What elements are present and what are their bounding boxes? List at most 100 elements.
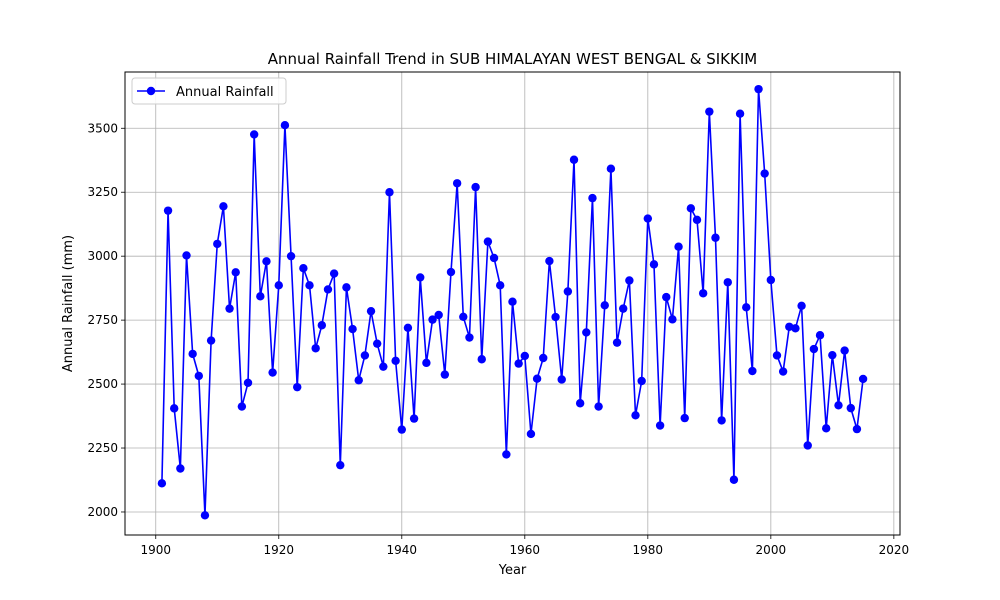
data-point (563, 287, 573, 296)
data-point (231, 268, 240, 277)
data-point (219, 202, 228, 211)
legend-label: Annual Rainfall (176, 85, 274, 100)
data-point (286, 251, 296, 261)
y-tick-label: 2000 (87, 505, 118, 519)
data-point (575, 399, 585, 408)
data-point (803, 441, 812, 450)
data-point (539, 353, 548, 363)
data-point (237, 402, 247, 411)
y-tick-label: 2750 (87, 313, 118, 327)
data-point (723, 278, 732, 287)
x-tick-label: 1960 (510, 543, 541, 557)
data-point (797, 301, 806, 310)
data-point (631, 411, 640, 420)
data-point (698, 289, 708, 298)
data-point (834, 401, 843, 410)
data-point (557, 375, 566, 384)
data-point (514, 359, 523, 368)
data-point (508, 297, 517, 306)
data-point (213, 239, 222, 249)
data-point (249, 130, 259, 139)
x-axis-title: Year (498, 563, 527, 578)
data-point (532, 374, 542, 383)
data-point (446, 267, 456, 277)
data-point (594, 402, 603, 411)
data-point (821, 424, 831, 433)
data-point (815, 331, 825, 340)
data-point (256, 292, 265, 301)
data-point (268, 368, 277, 377)
data-point (428, 315, 437, 324)
data-point (206, 336, 216, 345)
x-tick-label: 1900 (140, 543, 171, 557)
data-point (299, 264, 308, 273)
data-point (459, 312, 468, 321)
data-point (262, 257, 271, 266)
x-tick-label: 2000 (756, 543, 787, 557)
data-point (748, 366, 757, 376)
data-point (840, 346, 849, 355)
y-axis-title: Annual Rainfall (mm) (61, 235, 76, 372)
data-point (846, 403, 855, 413)
data-point (520, 351, 529, 361)
data-point (692, 215, 702, 225)
y-tick-label: 3250 (87, 185, 118, 199)
y-tick-label: 2500 (87, 377, 118, 391)
data-point (440, 370, 450, 379)
data-point (225, 304, 234, 313)
data-point (403, 323, 413, 332)
data-point (625, 276, 634, 285)
data-point (194, 371, 204, 381)
data-point (188, 349, 197, 359)
data-point (852, 424, 862, 434)
data-point (551, 312, 560, 322)
data-point (705, 107, 714, 116)
data-point (372, 339, 382, 348)
data-point (348, 324, 357, 334)
data-point (828, 350, 837, 360)
data-point (489, 253, 499, 263)
data-point (569, 155, 579, 164)
data-point (612, 338, 622, 347)
data-point (858, 374, 868, 384)
plot-frame (124, 71, 901, 536)
data-point (465, 333, 474, 342)
data-point (582, 328, 591, 337)
series-layer (157, 84, 868, 520)
data-point (182, 251, 191, 260)
data-point (243, 378, 253, 387)
data-point (385, 188, 394, 197)
data-point (366, 306, 376, 316)
data-point (170, 404, 179, 413)
x-tick-label: 1940 (387, 543, 418, 557)
legend: Annual Rainfall (131, 77, 287, 105)
data-point (662, 292, 671, 302)
data-point (649, 260, 659, 269)
x-tick-label: 2020 (879, 543, 910, 557)
legend-marker-sample (146, 86, 156, 96)
data-point (434, 310, 443, 320)
y-tick-label: 3500 (87, 121, 118, 135)
data-point (379, 362, 388, 371)
data-point (477, 355, 486, 364)
data-point (754, 84, 763, 94)
data-point (545, 256, 554, 266)
data-point (619, 304, 628, 313)
data-point (668, 315, 677, 324)
data-point (305, 281, 314, 290)
data-point (496, 281, 505, 290)
data-point (323, 285, 333, 294)
data-point (176, 464, 185, 473)
data-point (391, 356, 400, 365)
x-tick-label: 1980 (633, 543, 664, 557)
data-point (397, 425, 406, 434)
data-point (637, 376, 646, 386)
data-point (711, 233, 720, 242)
data-point (729, 475, 739, 484)
data-point (674, 242, 683, 251)
data-point (735, 109, 745, 118)
data-point (526, 429, 536, 439)
data-point (766, 275, 776, 285)
data-point (680, 413, 689, 423)
